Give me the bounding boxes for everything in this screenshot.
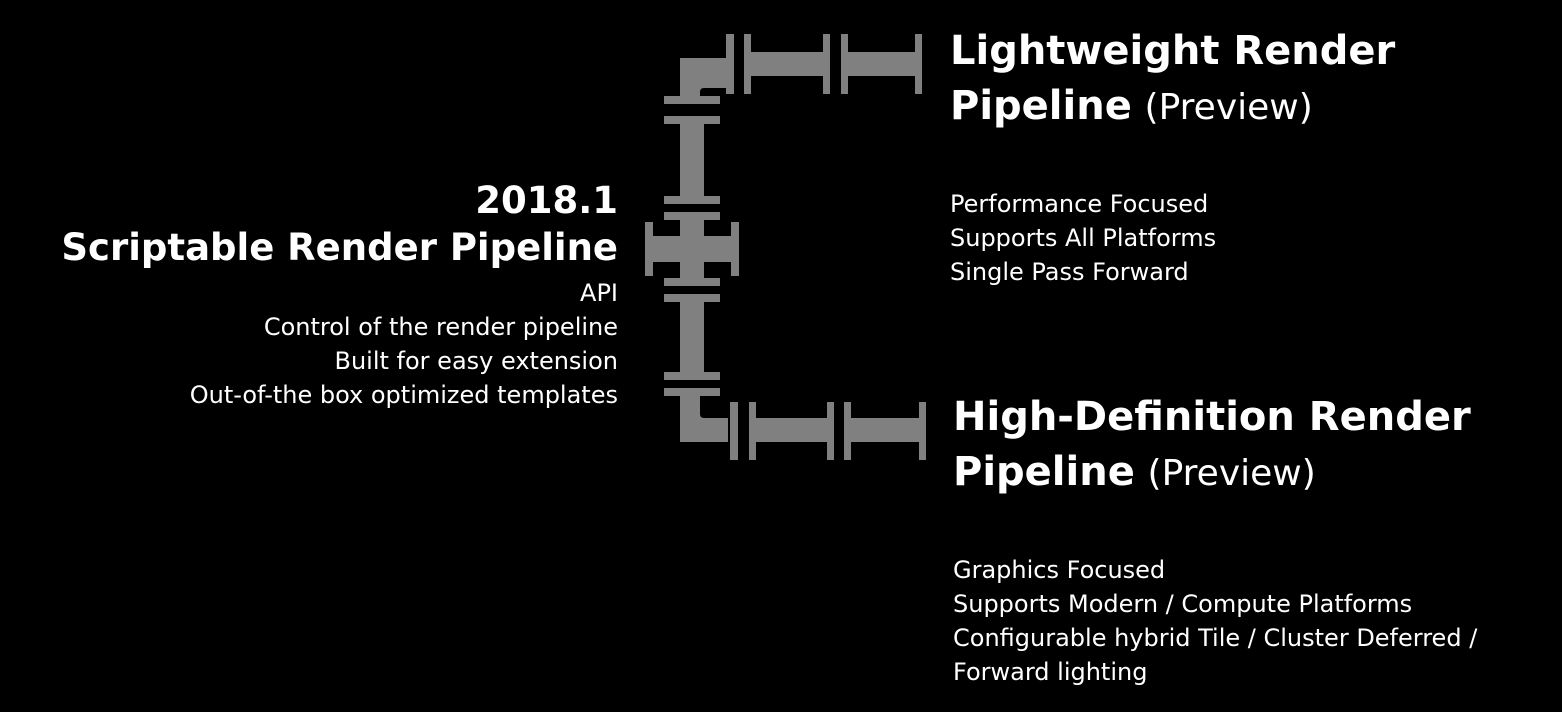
high-definition-title-line1: High-Definition Render <box>953 394 1471 440</box>
bottom-elbow-flange-right <box>730 402 738 460</box>
bottom-segment-1-left-flange <box>749 402 756 460</box>
cross-vertical <box>680 220 704 278</box>
srp-feature: API <box>580 279 618 307</box>
lightweight-title-line2: Pipeline (Preview) <box>950 79 1395 135</box>
cross-left-flange <box>645 222 653 276</box>
lower-vertical-top-flange <box>664 294 720 302</box>
srp-title: Scriptable Render Pipeline <box>61 226 618 269</box>
bottom-segment-2-right-flange <box>919 402 926 460</box>
upper-vertical-bottom-flange <box>664 196 720 204</box>
lightweight-title: Lightweight Render Pipeline (Preview) <box>950 24 1395 135</box>
high-definition-feature-list: Graphics Focused Supports Modern / Compu… <box>953 553 1477 689</box>
high-definition-feature: Forward lighting <box>953 658 1148 686</box>
srp-feature-list: API Control of the render pipeline Built… <box>61 276 618 412</box>
srp-block: 2018.1 Scriptable Render Pipeline API Co… <box>61 178 618 412</box>
cross-right-flange <box>731 222 739 276</box>
high-definition-feature: Graphics Focused <box>953 556 1166 584</box>
upper-vertical-top-flange <box>664 116 720 124</box>
srp-feature: Out-of-the box optimized templates <box>189 381 618 409</box>
high-definition-title-line2: Pipeline (Preview) <box>953 445 1477 501</box>
top-elbow-flange-bottom <box>664 96 720 104</box>
top-segment-1-right-flange <box>823 34 830 94</box>
srp-version: 2018.1 <box>475 179 618 222</box>
bottom-elbow-pipe <box>680 396 728 442</box>
lightweight-title-line1: Lightweight Render <box>950 28 1396 74</box>
top-segment-2-right-flange <box>915 34 922 94</box>
lightweight-title-preview: (Preview) <box>1144 87 1313 128</box>
lightweight-feature: Supports All Platforms <box>950 224 1217 252</box>
high-definition-title-pipeline: Pipeline <box>953 449 1135 495</box>
lightweight-feature: Performance Focused <box>950 190 1209 218</box>
lightweight-feature-list: Performance Focused Supports All Platfor… <box>950 187 1395 289</box>
bottom-segment-1-right-flange <box>827 402 834 460</box>
upper-vertical-body <box>680 124 704 196</box>
bottom-elbow-flange-top <box>664 388 720 396</box>
top-segment-2-left-flange <box>841 34 848 94</box>
top-segment-1-left-flange <box>744 34 751 94</box>
high-definition-feature: Supports Modern / Compute Platforms <box>953 590 1413 618</box>
cross-top-flange <box>664 212 720 220</box>
cross-bottom-flange <box>664 278 720 286</box>
top-elbow-flange-right <box>726 34 734 94</box>
high-definition-block: High-Definition Render Pipeline (Preview… <box>953 390 1477 689</box>
top-segment-2-body <box>848 52 915 76</box>
bottom-segment-2-body <box>851 418 919 442</box>
top-segment-1-body <box>751 52 823 76</box>
srp-feature: Control of the render pipeline <box>263 313 618 341</box>
pipe-connector-icon <box>645 34 926 460</box>
lower-vertical-body <box>680 302 704 372</box>
high-definition-title-preview: (Preview) <box>1147 453 1316 494</box>
lightweight-title-pipeline: Pipeline <box>950 83 1132 129</box>
top-elbow-pipe <box>680 58 728 104</box>
lightweight-block: Lightweight Render Pipeline (Preview) Pe… <box>950 24 1395 289</box>
lower-vertical-bottom-flange <box>664 372 720 380</box>
lightweight-feature: Single Pass Forward <box>950 258 1189 286</box>
high-definition-title: High-Definition Render Pipeline (Preview… <box>953 390 1477 501</box>
bottom-segment-2-left-flange <box>844 402 851 460</box>
srp-feature: Built for easy extension <box>334 347 619 375</box>
bottom-segment-1-body <box>756 418 827 442</box>
high-definition-feature: Configurable hybrid Tile / Cluster Defer… <box>953 624 1478 652</box>
